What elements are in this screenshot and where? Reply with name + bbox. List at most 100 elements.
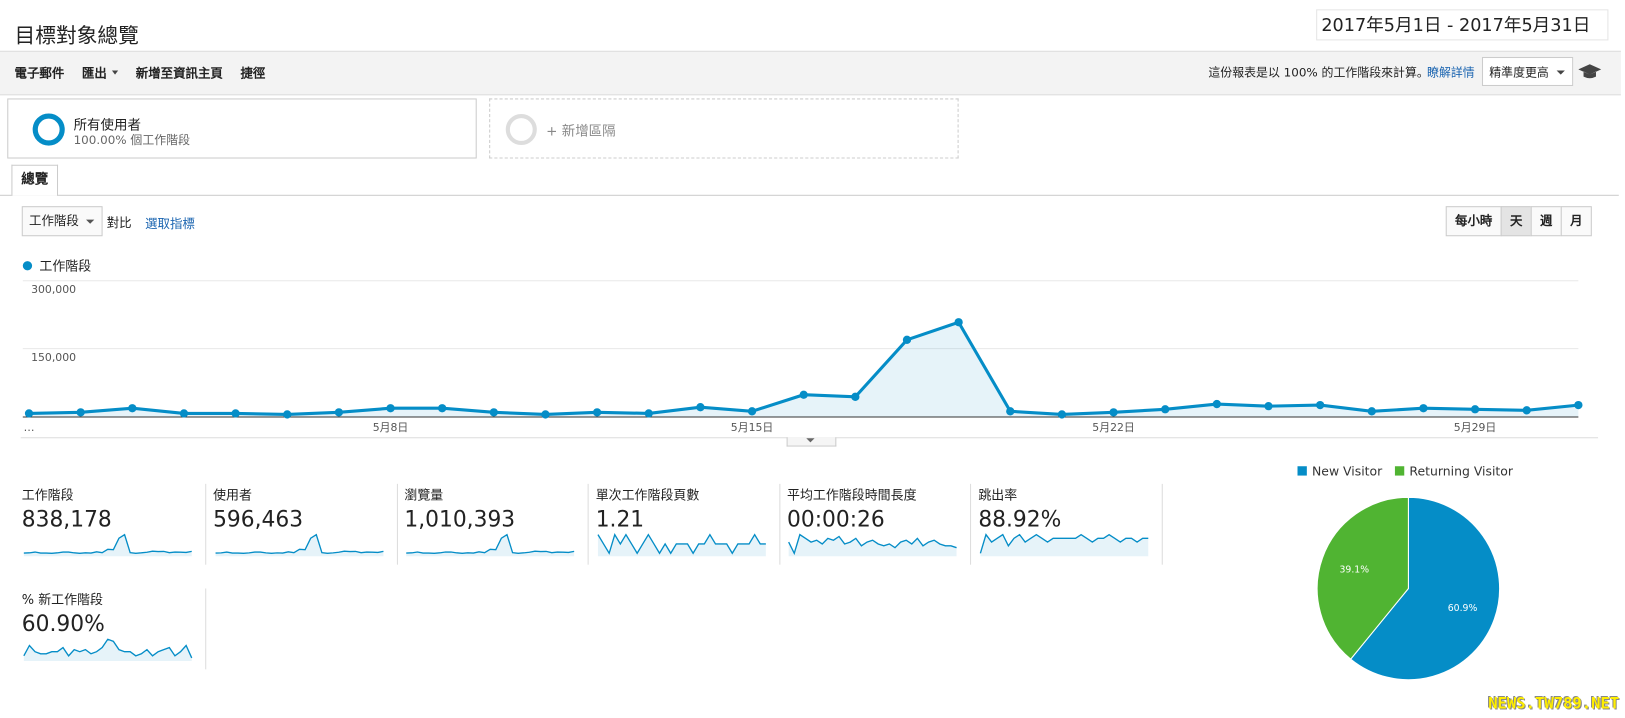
toolbar-action[interactable]: 捷徑 bbox=[240, 66, 266, 81]
granularity-button[interactable]: 週 bbox=[1530, 206, 1562, 237]
data-point bbox=[592, 408, 602, 417]
tab[interactable]: 總覽 bbox=[11, 164, 59, 196]
slice-label: 60.9% bbox=[1448, 603, 1478, 614]
metric-label: 平均工作階段時間長度 bbox=[786, 486, 917, 503]
data-point bbox=[334, 408, 344, 417]
segment-icon bbox=[505, 113, 537, 146]
data-point bbox=[1574, 400, 1583, 410]
x-tick-label: 5月15日 bbox=[731, 421, 774, 434]
data-point bbox=[179, 409, 189, 418]
date-range[interactable]: 2017年5月1日 - 2017年5月31日 bbox=[1316, 9, 1609, 41]
data-point bbox=[747, 407, 757, 416]
sparkline-area bbox=[789, 534, 957, 557]
data-point bbox=[1006, 407, 1015, 416]
metric-card: % 新工作階段 60.90% bbox=[15, 588, 207, 670]
data-point bbox=[1057, 410, 1067, 419]
metric-select[interactable]: 工作階段 bbox=[21, 206, 103, 237]
page-title: 目標對象總覽 bbox=[14, 22, 139, 48]
metric-label: 跳出率 bbox=[978, 486, 1018, 503]
sparkline-line bbox=[406, 533, 575, 554]
sparkline-line bbox=[979, 533, 1149, 554]
sparkline bbox=[597, 532, 766, 557]
toolbar-action[interactable]: 匯出 bbox=[82, 64, 118, 82]
data-point bbox=[799, 390, 808, 399]
data-point bbox=[128, 404, 137, 413]
y-tick-label: 300,000 bbox=[31, 283, 76, 296]
toolbar: 電子郵件 匯出 新增至資訊主頁 捷徑 這份報表是以 100% 的工作階段來計算。 瞭解… bbox=[0, 50, 1621, 96]
metric-card: 工作階段 838,178 bbox=[15, 483, 207, 565]
precision-select[interactable]: 精準度更高 bbox=[1481, 56, 1574, 86]
sparkline-area bbox=[406, 534, 575, 557]
chart-legend: 工作階段 bbox=[23, 255, 91, 275]
data-point bbox=[954, 318, 963, 327]
toolbar-actions: 電子郵件 匯出 新增至資訊主頁 捷徑 bbox=[15, 64, 266, 82]
legend-swatch bbox=[1394, 466, 1405, 476]
legend-swatch bbox=[1297, 466, 1307, 476]
collapse-toggle[interactable] bbox=[786, 437, 837, 447]
sparkline-area bbox=[980, 534, 1149, 557]
granularity-button[interactable]: 月 bbox=[1560, 206, 1592, 237]
data-point bbox=[1264, 402, 1273, 411]
pie-slice bbox=[1349, 496, 1501, 681]
metric-label: 使用者 bbox=[213, 486, 252, 503]
metric-label: % 新工作階段 bbox=[21, 591, 103, 608]
segment-card[interactable]: 所有使用者 100.00% 個工作階段 bbox=[7, 98, 477, 159]
data-point bbox=[1315, 400, 1325, 410]
sparkline-area bbox=[23, 639, 192, 662]
sparkline-line bbox=[23, 638, 193, 659]
data-point bbox=[283, 410, 292, 419]
legend-label: Returning Visitor bbox=[1409, 464, 1513, 479]
sparkline bbox=[979, 533, 1149, 557]
pie-chart: New Visitor Returning Visitor 60.9% 39.1% bbox=[1297, 464, 1514, 681]
sparkline-area bbox=[23, 534, 192, 557]
data-point bbox=[1109, 408, 1118, 417]
x-tick-label: 5月29日 bbox=[1454, 421, 1497, 434]
data-point bbox=[1212, 399, 1221, 409]
sparkline bbox=[23, 638, 193, 662]
granularity-buttons: 每小時天週月 bbox=[1445, 206, 1592, 237]
tab-divider bbox=[0, 194, 1619, 196]
metric-value: 838,178 bbox=[21, 506, 112, 532]
add-segment[interactable]: + 新增區隔 bbox=[489, 98, 959, 159]
toolbar-action[interactable]: 電子郵件 bbox=[14, 66, 65, 81]
x-tick-label: … bbox=[24, 421, 35, 434]
data-point bbox=[541, 410, 550, 419]
x-tick-label: 5月8日 bbox=[373, 421, 409, 434]
data-point bbox=[696, 403, 705, 412]
granularity-button[interactable]: 每小時 bbox=[1445, 206, 1502, 237]
sparkline-line bbox=[788, 533, 958, 556]
select-metric-link[interactable]: 選取指標 bbox=[145, 216, 195, 232]
legend-label: New Visitor bbox=[1312, 464, 1383, 479]
x-tick-label: 5月22日 bbox=[1092, 421, 1135, 434]
slice-label: 39.1% bbox=[1339, 564, 1369, 575]
toolbar-action[interactable]: 新增至資訊主頁 bbox=[135, 66, 223, 81]
sparkline-line bbox=[597, 532, 766, 555]
sparkline bbox=[215, 533, 384, 557]
metric-value: 00:00:26 bbox=[786, 506, 885, 532]
metric-card: 使用者 596,463 bbox=[206, 483, 398, 565]
metric-label: 瀏覽量 bbox=[404, 486, 444, 503]
metric-card: 瀏覽量 1,010,393 bbox=[397, 483, 589, 565]
granularity-button[interactable]: 天 bbox=[1500, 206, 1532, 237]
data-point bbox=[1367, 407, 1376, 416]
data-point bbox=[489, 408, 498, 417]
data-point bbox=[644, 409, 653, 418]
data-point bbox=[231, 409, 240, 418]
sparkline-area bbox=[215, 534, 384, 557]
sparkline bbox=[23, 533, 192, 557]
data-point bbox=[1419, 404, 1428, 413]
segment-detail: 100.00% 個工作階段 bbox=[73, 132, 190, 148]
sparkline-line bbox=[23, 533, 192, 554]
compare-label: 對比 bbox=[106, 215, 132, 231]
learn-more-link[interactable]: 瞭解詳情 bbox=[1427, 65, 1475, 80]
metric-card: 平均工作階段時間長度 00:00:26 bbox=[780, 483, 972, 565]
add-segment-label: + 新增區隔 bbox=[546, 124, 616, 140]
metric-value: 88.92% bbox=[978, 506, 1062, 532]
help-icon[interactable] bbox=[1577, 62, 1602, 81]
data-point bbox=[902, 335, 912, 344]
data-point bbox=[1161, 405, 1170, 414]
segment-name: 所有使用者 bbox=[73, 118, 141, 134]
metric-label: 單次工作階段頁數 bbox=[595, 486, 700, 503]
